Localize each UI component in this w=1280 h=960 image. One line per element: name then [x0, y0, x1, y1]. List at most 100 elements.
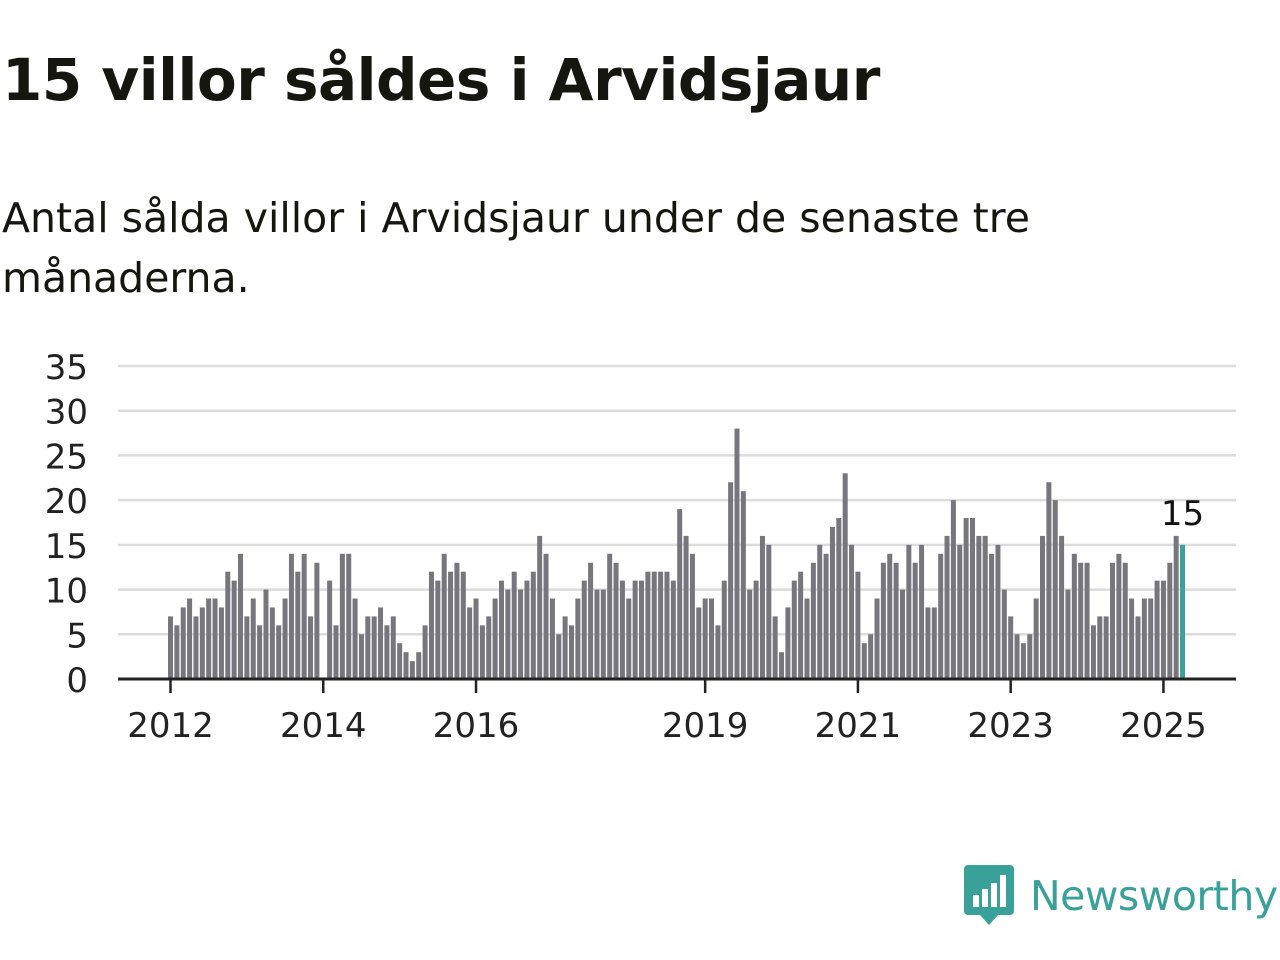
bar — [1116, 553, 1122, 679]
bar — [779, 652, 785, 679]
bar — [785, 607, 791, 679]
bar — [645, 571, 651, 679]
bar — [944, 535, 950, 679]
bar — [575, 598, 581, 679]
x-tick-label: 2023 — [967, 706, 1054, 746]
bar — [868, 634, 874, 679]
bar — [1129, 598, 1135, 679]
bar — [759, 535, 765, 679]
bar — [314, 562, 320, 679]
bar — [969, 518, 975, 679]
bar — [174, 625, 180, 679]
bar — [282, 598, 288, 679]
y-tick-label: 15 — [45, 527, 88, 567]
bar — [849, 544, 855, 679]
bar — [352, 598, 358, 679]
bar — [728, 482, 734, 679]
bar — [766, 544, 772, 679]
bar — [518, 589, 524, 679]
bar — [696, 607, 702, 679]
chart-title: 15 villor såldes i Arvidsjaur — [2, 46, 880, 114]
bar — [492, 598, 498, 679]
bar — [607, 553, 613, 679]
bar — [511, 571, 517, 679]
x-tick-label: 2016 — [433, 706, 520, 746]
bar — [168, 616, 173, 679]
bar — [1046, 482, 1052, 679]
bar — [1071, 553, 1077, 679]
bar — [798, 571, 804, 679]
y-tick-label: 30 — [45, 393, 88, 433]
bar — [702, 598, 708, 679]
bar — [919, 544, 925, 679]
bar — [1103, 616, 1109, 679]
bar — [473, 598, 479, 679]
bar — [505, 589, 511, 679]
bar — [269, 607, 275, 679]
bar — [639, 580, 645, 679]
bar — [530, 571, 536, 679]
bar — [1160, 580, 1166, 679]
y-tick-label: 35 — [45, 348, 88, 388]
bar — [740, 491, 746, 679]
bar — [180, 607, 186, 679]
bar — [212, 598, 218, 679]
x-tick-label: 2025 — [1120, 706, 1207, 746]
newsworthy-logo: Newsworthy — [964, 864, 1278, 928]
bar — [810, 562, 816, 679]
bar — [938, 553, 944, 679]
bar — [308, 616, 314, 679]
bar — [880, 562, 886, 679]
bar — [855, 571, 861, 679]
x-tick-label: 2021 — [815, 706, 902, 746]
y-tick-label: 25 — [45, 437, 88, 477]
bar — [912, 562, 918, 679]
bar — [906, 544, 912, 679]
bar — [734, 428, 740, 679]
bar — [257, 625, 263, 679]
bar — [1059, 535, 1065, 679]
bar — [1173, 535, 1179, 679]
bar — [651, 571, 657, 679]
bar — [829, 526, 835, 679]
bar — [950, 500, 956, 679]
bar — [333, 625, 339, 679]
bar — [1122, 562, 1128, 679]
bar — [556, 634, 562, 679]
bar — [187, 598, 193, 679]
bar — [435, 580, 441, 679]
bar — [689, 553, 695, 679]
bar — [1052, 500, 1058, 679]
bar — [747, 589, 753, 679]
bar — [931, 607, 937, 679]
bar — [1167, 562, 1173, 679]
bar — [428, 571, 434, 679]
bar — [498, 580, 504, 679]
bar — [1084, 562, 1090, 679]
bar — [537, 535, 543, 679]
y-tick-label: 10 — [45, 572, 88, 612]
bar — [753, 580, 759, 679]
bar — [371, 616, 377, 679]
bar — [231, 580, 237, 679]
bar — [823, 553, 829, 679]
bar — [1040, 535, 1046, 679]
bar — [403, 652, 409, 679]
bar-highlight — [1180, 544, 1186, 679]
bar — [397, 643, 403, 679]
x-tick-label: 2019 — [662, 706, 749, 746]
bar — [1154, 580, 1160, 679]
bar — [1008, 616, 1014, 679]
y-tick-label: 20 — [45, 482, 88, 522]
bar — [709, 598, 715, 679]
bar — [263, 589, 269, 679]
bar — [804, 598, 810, 679]
bar — [218, 607, 224, 679]
bar — [963, 518, 969, 679]
bar — [276, 625, 282, 679]
bar — [995, 544, 1001, 679]
bar — [441, 553, 447, 679]
bar — [842, 473, 848, 679]
bar — [416, 652, 422, 679]
